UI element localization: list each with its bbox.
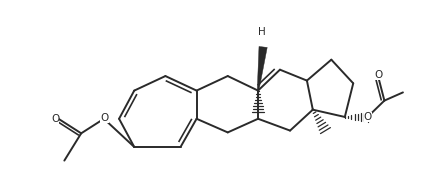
Polygon shape: [257, 46, 267, 91]
Text: O: O: [364, 112, 372, 122]
Text: O: O: [51, 114, 59, 124]
Text: O: O: [375, 70, 383, 80]
Text: O: O: [100, 113, 108, 123]
Text: H: H: [259, 27, 266, 37]
